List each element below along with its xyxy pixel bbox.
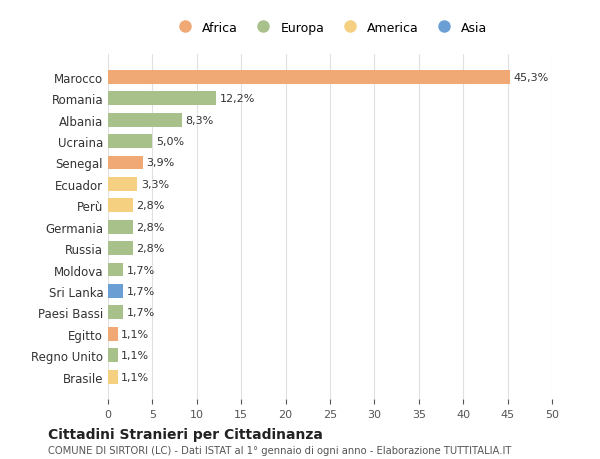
Text: 1,7%: 1,7% [127, 286, 155, 296]
Text: 3,9%: 3,9% [146, 158, 175, 168]
Text: 1,1%: 1,1% [121, 329, 149, 339]
Bar [108, 284, 123, 298]
Bar [108, 306, 123, 319]
Text: 1,7%: 1,7% [127, 265, 155, 275]
Bar [108, 92, 217, 106]
Text: COMUNE DI SIRTORI (LC) - Dati ISTAT al 1° gennaio di ogni anno - Elaborazione TU: COMUNE DI SIRTORI (LC) - Dati ISTAT al 1… [48, 445, 511, 455]
Text: 1,7%: 1,7% [127, 308, 155, 318]
Bar [108, 327, 118, 341]
Text: 8,3%: 8,3% [185, 115, 214, 125]
Bar [108, 156, 143, 170]
Text: 1,1%: 1,1% [121, 372, 149, 382]
Text: 5,0%: 5,0% [156, 137, 184, 147]
Text: 3,3%: 3,3% [141, 179, 169, 190]
Bar [108, 370, 118, 384]
Text: Cittadini Stranieri per Cittadinanza: Cittadini Stranieri per Cittadinanza [48, 427, 323, 441]
Legend: Africa, Europa, America, Asia: Africa, Europa, America, Asia [167, 17, 493, 39]
Bar [108, 220, 133, 234]
Text: 45,3%: 45,3% [514, 73, 549, 83]
Text: 1,1%: 1,1% [121, 350, 149, 360]
Text: 12,2%: 12,2% [220, 94, 255, 104]
Bar [108, 241, 133, 256]
Bar [108, 199, 133, 213]
Bar [108, 348, 118, 362]
Bar [108, 71, 510, 84]
Bar [108, 135, 152, 149]
Bar [108, 263, 123, 277]
Bar [108, 113, 182, 127]
Text: 2,8%: 2,8% [136, 201, 165, 211]
Text: 2,8%: 2,8% [136, 222, 165, 232]
Text: 2,8%: 2,8% [136, 244, 165, 253]
Bar [108, 178, 137, 191]
